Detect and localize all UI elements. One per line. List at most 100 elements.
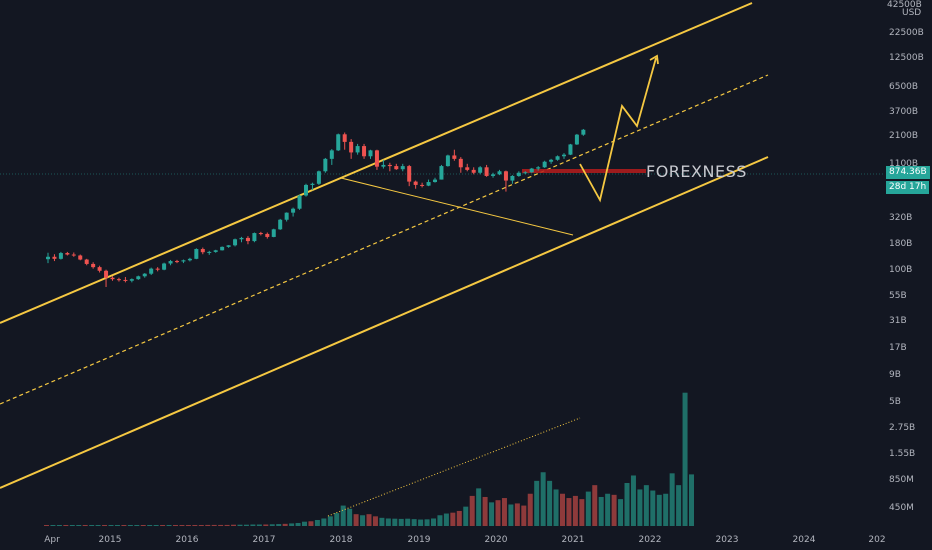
volume-bar xyxy=(76,525,82,526)
volume-bar xyxy=(243,524,249,526)
y-tick-label: 1100B xyxy=(889,159,918,169)
volume-bar xyxy=(482,496,488,526)
volume-bar xyxy=(102,525,108,526)
volume-bar xyxy=(95,525,101,526)
projection-path xyxy=(579,57,657,203)
candle-body xyxy=(97,267,102,271)
candle-body xyxy=(478,167,483,173)
volume-bar xyxy=(321,518,327,526)
volume-bar xyxy=(166,525,172,526)
candle-body xyxy=(149,268,154,274)
candle-body xyxy=(484,167,489,176)
volume-bar xyxy=(566,498,572,526)
candle-body xyxy=(536,167,541,169)
candle-body xyxy=(355,146,360,153)
triangle-line xyxy=(340,177,574,236)
candle-body xyxy=(155,268,160,270)
currency-label[interactable]: USD xyxy=(902,8,921,18)
candle-body xyxy=(200,249,205,253)
candle-body xyxy=(175,261,179,263)
drawings-layer xyxy=(0,2,769,489)
candle-body xyxy=(278,219,283,230)
x-tick-label: 2016 xyxy=(176,535,199,545)
volume-bar xyxy=(224,524,230,526)
volume-bars xyxy=(44,392,694,526)
volume-bar xyxy=(205,524,211,526)
volume-bar xyxy=(540,472,546,526)
candle-body xyxy=(52,256,57,259)
candle-body xyxy=(387,164,392,167)
volume-bar xyxy=(424,519,430,526)
volume-bar xyxy=(44,525,49,526)
volume-bar xyxy=(656,494,662,526)
watermark-label: FOREXNESS xyxy=(646,162,747,181)
candle-body xyxy=(471,169,476,173)
x-tick-label: 2018 xyxy=(330,535,353,545)
volume-bar xyxy=(211,524,217,526)
candle-body xyxy=(426,182,431,186)
volume-bar xyxy=(560,493,565,526)
y-tick-label: 42500B xyxy=(887,0,922,10)
volume-bar xyxy=(624,483,630,526)
x-tick-label: 2017 xyxy=(253,535,276,545)
volume-bar xyxy=(127,525,133,526)
x-tick-label: 2015 xyxy=(99,535,122,545)
y-tick-label: 22500B xyxy=(889,28,924,38)
volume-bar xyxy=(282,523,288,526)
candle-body xyxy=(233,239,238,246)
volume-bar xyxy=(521,505,527,526)
volume-bar xyxy=(630,475,636,526)
candle-body xyxy=(323,158,328,172)
volume-bar xyxy=(198,525,204,526)
candle-body xyxy=(381,164,386,167)
y-tick-label: 320B xyxy=(889,213,912,223)
x-tick-label: 2020 xyxy=(485,535,508,545)
candle-body xyxy=(129,279,134,281)
price-axis[interactable]: 42500B22500B12500B6500B3700B2100B1100B57… xyxy=(887,0,924,513)
candle-body xyxy=(316,171,321,184)
volume-bar xyxy=(637,489,643,526)
candle-body xyxy=(581,129,586,135)
volume-bar xyxy=(347,508,353,526)
volume-bar xyxy=(340,505,346,526)
volume-bar xyxy=(160,525,166,526)
volume-bar xyxy=(676,485,682,526)
candle-body xyxy=(336,134,341,151)
volume-bar xyxy=(289,523,295,526)
candle-body xyxy=(368,150,373,157)
candle-body xyxy=(342,134,347,142)
volume-bar xyxy=(605,493,611,526)
volume-bar xyxy=(295,522,301,526)
volume-bar xyxy=(392,518,398,526)
y-tick-label: 17B xyxy=(889,343,907,353)
volume-bar xyxy=(643,485,649,526)
candle-body xyxy=(194,249,199,259)
candle-body xyxy=(46,256,50,260)
candle-body xyxy=(433,179,437,183)
channel-lower-line xyxy=(0,156,769,489)
volume-bar xyxy=(89,525,95,526)
time-axis[interactable]: Apr 2015 2016 2017 2018 2019 2020 2021 2022 2023 2… xyxy=(44,535,885,545)
volume-bar xyxy=(456,510,462,526)
candle-body xyxy=(452,155,457,159)
volume-bar xyxy=(437,515,443,526)
y-tick-label: 12500B xyxy=(889,53,924,63)
volume-bar xyxy=(418,519,424,526)
volume-bar xyxy=(489,502,495,526)
volume-bar xyxy=(598,496,604,526)
volume-bar xyxy=(469,495,475,526)
candle-body xyxy=(181,260,186,262)
volume-bar xyxy=(114,525,120,526)
candle-body xyxy=(168,261,173,264)
volume-bar xyxy=(314,519,320,526)
candle-body xyxy=(374,150,379,167)
volume-bar xyxy=(514,503,520,526)
candle-body xyxy=(574,134,579,145)
volume-bar xyxy=(398,518,404,526)
volume-bar xyxy=(534,480,540,526)
candle-body xyxy=(529,168,534,173)
candle-body xyxy=(252,233,257,242)
candle-body xyxy=(400,166,405,170)
